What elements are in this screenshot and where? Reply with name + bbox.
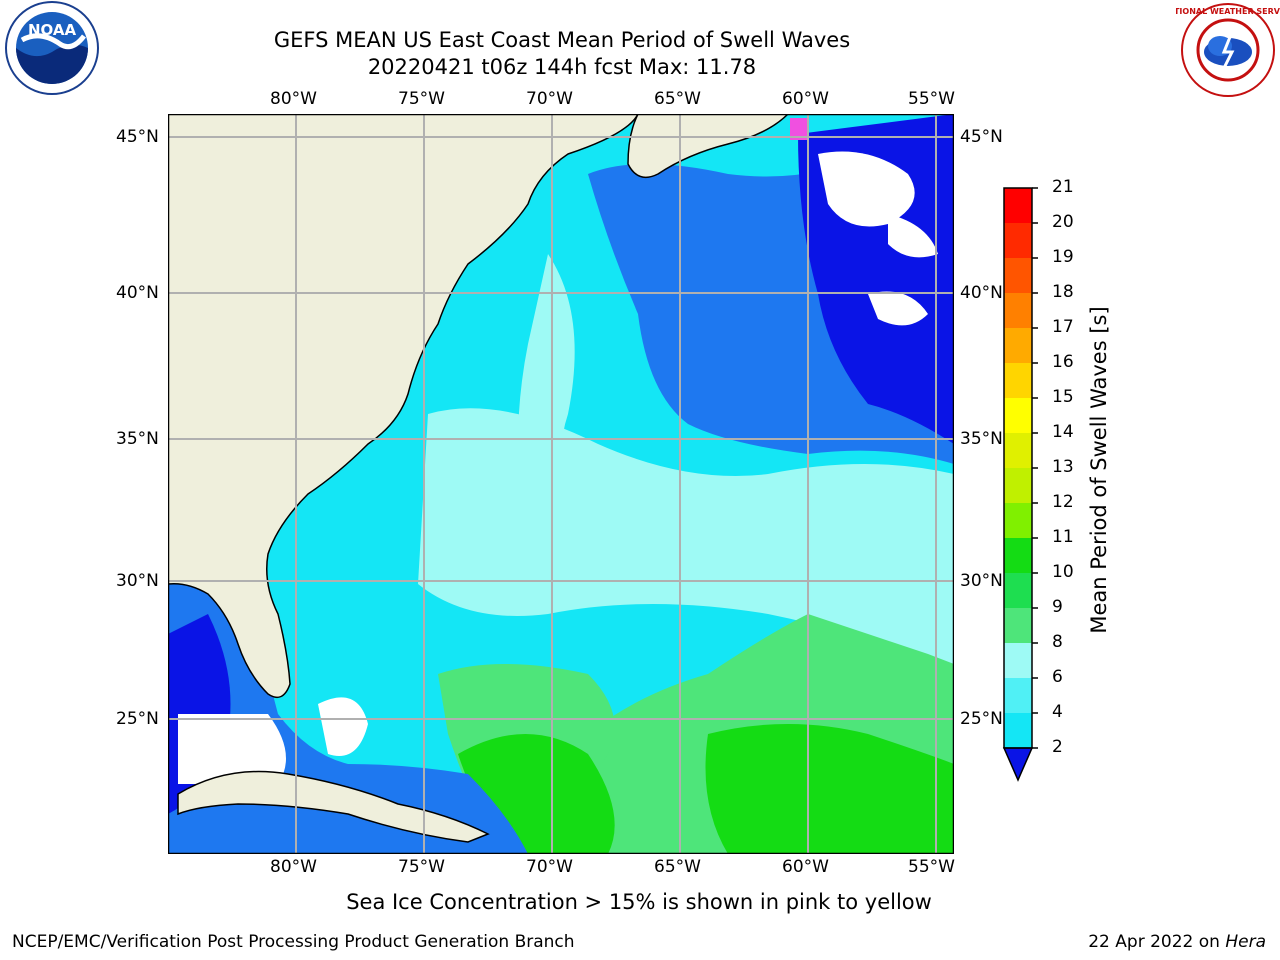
lat-label-right: 40°N bbox=[960, 283, 1003, 303]
colorbar-tick-label: 12 bbox=[1052, 492, 1074, 512]
colorbar-tick-label: 16 bbox=[1052, 352, 1074, 372]
colorbar-tick-label: 8 bbox=[1052, 632, 1063, 652]
lon-label-bottom: 80°W bbox=[270, 857, 317, 877]
lon-label-top: 60°W bbox=[782, 89, 829, 109]
noaa-logo-text: NOAA bbox=[28, 21, 77, 39]
date-value: 22 Apr 2022 on bbox=[1088, 932, 1226, 952]
undefined-area-south bbox=[318, 697, 368, 756]
colorbar-svg bbox=[1002, 187, 1038, 782]
colorbar-segment bbox=[1004, 643, 1032, 678]
lon-label-top: 55°W bbox=[908, 89, 955, 109]
lon-label-bottom: 70°W bbox=[526, 857, 573, 877]
lat-label-right: 45°N bbox=[960, 127, 1003, 147]
colorbar-segment bbox=[1004, 188, 1032, 223]
colorbar-segment bbox=[1004, 538, 1032, 573]
lon-label-top: 80°W bbox=[270, 89, 317, 109]
lon-label-top: 75°W bbox=[398, 89, 445, 109]
colorbar-segment bbox=[1004, 223, 1032, 258]
colorbar-segment bbox=[1004, 293, 1032, 328]
lon-label-bottom: 60°W bbox=[782, 857, 829, 877]
colorbar-extend-triangle bbox=[1002, 747, 1034, 782]
colorbar-tick-label: 15 bbox=[1052, 387, 1074, 407]
colorbar-segment bbox=[1004, 678, 1032, 713]
lat-label-left: 35°N bbox=[116, 429, 159, 449]
map-title: GEFS MEAN US East Coast Mean Period of S… bbox=[273, 28, 851, 52]
lon-label-bottom: 55°W bbox=[908, 857, 955, 877]
swell-period-map bbox=[167, 113, 955, 855]
colorbar-segment bbox=[1004, 608, 1032, 643]
colorbar-tick-label: 9 bbox=[1052, 597, 1063, 617]
colorbar-segment bbox=[1004, 713, 1032, 748]
colorbar-tick-label: 18 bbox=[1052, 282, 1074, 302]
host-name: Hera bbox=[1225, 932, 1266, 952]
colorbar-segment bbox=[1004, 433, 1032, 468]
noaa-logo: NOAA bbox=[0, 0, 105, 100]
sea-ice-note: Sea Ice Concentration > 15% is shown in … bbox=[346, 890, 932, 914]
colorbar bbox=[1000, 186, 1040, 786]
sea-ice-patch bbox=[790, 118, 808, 140]
colorbar-tick-label: 21 bbox=[1052, 177, 1074, 197]
colorbar-segment bbox=[1004, 398, 1032, 433]
nws-logo: NATIONAL WEATHER SERVICE bbox=[1162, 0, 1280, 100]
map-frame bbox=[167, 113, 955, 855]
colorbar-segment bbox=[1004, 573, 1032, 608]
lat-label-left: 45°N bbox=[116, 127, 159, 147]
lat-label-left: 25°N bbox=[116, 709, 159, 729]
colorbar-tick-label: 14 bbox=[1052, 422, 1074, 442]
undefined-area bbox=[868, 291, 928, 326]
us-landmass bbox=[167, 113, 640, 699]
lat-label-right: 30°N bbox=[960, 571, 1003, 591]
nws-logo-text: NATIONAL WEATHER SERVICE bbox=[1176, 7, 1280, 16]
colorbar-tick-label: 17 bbox=[1052, 317, 1074, 337]
green-region-east bbox=[705, 724, 954, 854]
colorbar-tick-label: 6 bbox=[1052, 667, 1063, 687]
colorbar-tick-label: 10 bbox=[1052, 562, 1074, 582]
colorbar-segment bbox=[1004, 328, 1032, 363]
lon-label-top: 70°W bbox=[526, 89, 573, 109]
lon-label-bottom: 75°W bbox=[398, 857, 445, 877]
map-subtitle: 20220421 t06z 144h fcst Max: 11.78 bbox=[367, 55, 757, 79]
colorbar-tick-label: 19 bbox=[1052, 247, 1074, 267]
maritime-landmass bbox=[627, 113, 790, 179]
colorbar-segment bbox=[1004, 258, 1032, 293]
graticule bbox=[168, 114, 954, 854]
colorbar-segment bbox=[1004, 363, 1032, 398]
colorbar-tick-label: 4 bbox=[1052, 702, 1063, 722]
lat-label-right: 35°N bbox=[960, 429, 1003, 449]
colorbar-segment bbox=[1004, 503, 1032, 538]
lat-label-left: 40°N bbox=[116, 283, 159, 303]
lon-label-bottom: 65°W bbox=[654, 857, 701, 877]
colorbar-label-wrap: Mean Period of Swell Waves [s] bbox=[1084, 290, 1114, 650]
undefined-area bbox=[818, 151, 915, 227]
colorbar-tick-label: 20 bbox=[1052, 212, 1074, 232]
map-svg bbox=[167, 113, 955, 855]
colorbar-tick-label: 13 bbox=[1052, 457, 1074, 477]
colorbar-tick-label: 2 bbox=[1052, 737, 1063, 757]
colorbar-label: Mean Period of Swell Waves [s] bbox=[1087, 306, 1111, 634]
lat-label-right: 25°N bbox=[960, 709, 1003, 729]
date-text: 22 Apr 2022 on Hera bbox=[1088, 932, 1266, 952]
undefined-area bbox=[888, 214, 938, 258]
lat-label-left: 30°N bbox=[116, 571, 159, 591]
lon-label-top: 65°W bbox=[654, 89, 701, 109]
colorbar-tick-label: 11 bbox=[1052, 527, 1074, 547]
credit-text: NCEP/EMC/Verification Post Processing Pr… bbox=[12, 932, 575, 952]
colorbar-segment bbox=[1004, 468, 1032, 503]
cuba-landmass bbox=[177, 770, 490, 843]
undefined-area-south bbox=[178, 714, 286, 784]
